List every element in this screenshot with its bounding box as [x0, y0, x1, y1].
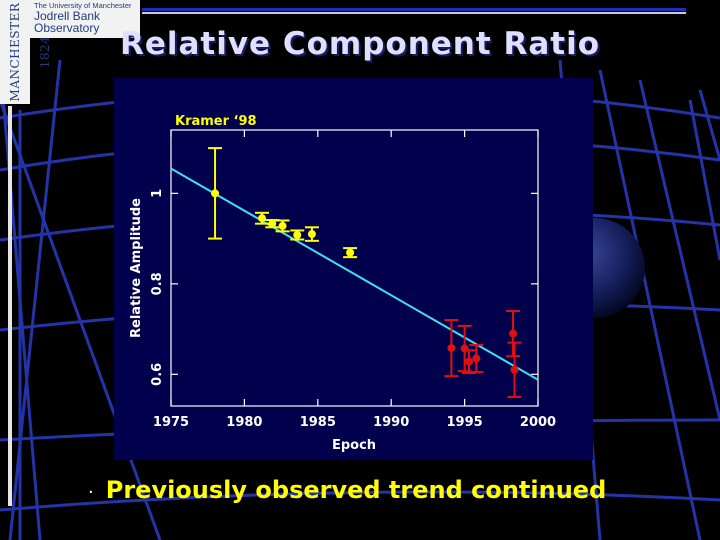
- data-point: [507, 341, 522, 398]
- data-point: [506, 309, 521, 358]
- x-tick-label: 1985: [300, 415, 336, 430]
- y-tick-label: 0.6: [150, 363, 165, 386]
- data-point: [290, 229, 305, 241]
- chart-annotation: Kramer ‘98: [175, 114, 257, 129]
- x-axis-label: Epoch: [332, 438, 376, 453]
- point-marker: [465, 357, 474, 366]
- point-marker: [509, 329, 518, 338]
- y-axis: 0.6 0.8 1: [150, 189, 538, 386]
- university-logo-vertical: MANCHESTER 1824: [0, 0, 52, 104]
- university-logo: The University of Manchester Jodrell Ban…: [30, 0, 140, 38]
- slide-title: Relative Component Ratio: [119, 26, 601, 62]
- point-marker: [346, 248, 355, 257]
- data-point: [469, 343, 484, 374]
- y-tick-label: 1: [150, 189, 165, 198]
- recent-series: [444, 309, 522, 398]
- header-rule-secondary: [142, 12, 686, 14]
- plot-frame: [170, 129, 539, 407]
- x-tick-label: 1975: [153, 415, 189, 430]
- data-point: [265, 219, 280, 229]
- x-tick-label: 1995: [447, 415, 483, 430]
- point-marker: [472, 354, 481, 363]
- x-axis: 1975 1980 1985 1990 1995 2000: [153, 130, 556, 430]
- point-marker: [293, 230, 302, 239]
- point-marker: [268, 219, 277, 228]
- point-marker: [447, 344, 456, 353]
- bullet-text: Previously observed trend continued: [105, 476, 607, 504]
- point-marker: [258, 214, 267, 223]
- point-marker: [510, 365, 519, 374]
- bullet-marker: ·: [88, 482, 94, 503]
- logo-jodrell-bank: Jodrell Bank: [34, 9, 101, 23]
- data-point: [444, 319, 459, 378]
- x-tick-label: 1980: [226, 415, 262, 430]
- point-marker: [307, 230, 316, 239]
- logo-observatory: Observatory: [34, 21, 100, 35]
- x-tick-label: 2000: [520, 415, 556, 430]
- y-tick-label: 0.8: [150, 272, 165, 295]
- trend-fit-line: [170, 167, 539, 381]
- data-point: [255, 211, 270, 225]
- data-point: [208, 147, 223, 240]
- kramer-series: [208, 147, 358, 259]
- point-marker: [278, 221, 287, 230]
- x-tick-label: 1990: [373, 415, 409, 430]
- relative-amplitude-chart: Kramer ‘98 1975 1980 1985 1990 1995 2000 0.60…: [129, 114, 556, 453]
- header-rule: [142, 8, 686, 11]
- data-point: [304, 226, 319, 242]
- logo-university-name: The University of Manchester: [34, 1, 132, 10]
- data-point: [275, 219, 290, 233]
- left-rule: [8, 106, 12, 506]
- bullet-point: · Previously observed trend continued: [88, 476, 606, 504]
- point-marker: [211, 189, 220, 198]
- data-point: [343, 247, 358, 259]
- y-axis-label: Relative Amplitude: [129, 198, 144, 338]
